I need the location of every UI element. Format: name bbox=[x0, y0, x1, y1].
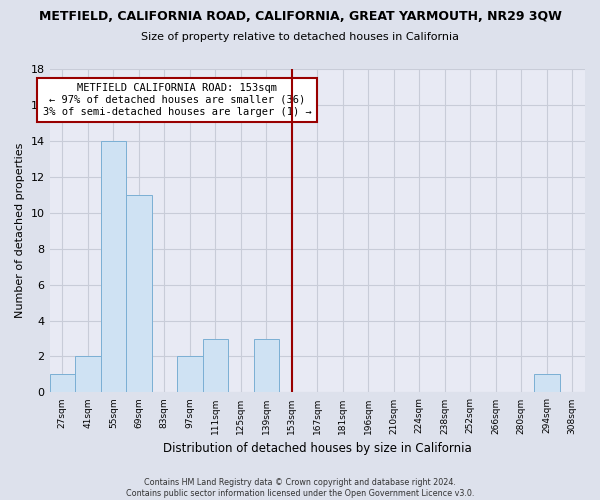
Text: METFIELD, CALIFORNIA ROAD, CALIFORNIA, GREAT YARMOUTH, NR29 3QW: METFIELD, CALIFORNIA ROAD, CALIFORNIA, G… bbox=[38, 10, 562, 23]
Bar bbox=[126, 195, 152, 392]
Bar bbox=[50, 374, 75, 392]
Text: Size of property relative to detached houses in California: Size of property relative to detached ho… bbox=[141, 32, 459, 42]
Text: METFIELD CALIFORNIA ROAD: 153sqm
← 97% of detached houses are smaller (36)
3% of: METFIELD CALIFORNIA ROAD: 153sqm ← 97% o… bbox=[43, 84, 311, 116]
Bar bbox=[534, 374, 560, 392]
Bar bbox=[254, 338, 279, 392]
Bar bbox=[177, 356, 203, 392]
Bar bbox=[203, 338, 228, 392]
Bar bbox=[75, 356, 101, 392]
Text: Contains HM Land Registry data © Crown copyright and database right 2024.
Contai: Contains HM Land Registry data © Crown c… bbox=[126, 478, 474, 498]
Bar bbox=[101, 141, 126, 393]
Y-axis label: Number of detached properties: Number of detached properties bbox=[15, 143, 25, 318]
X-axis label: Distribution of detached houses by size in California: Distribution of detached houses by size … bbox=[163, 442, 472, 455]
